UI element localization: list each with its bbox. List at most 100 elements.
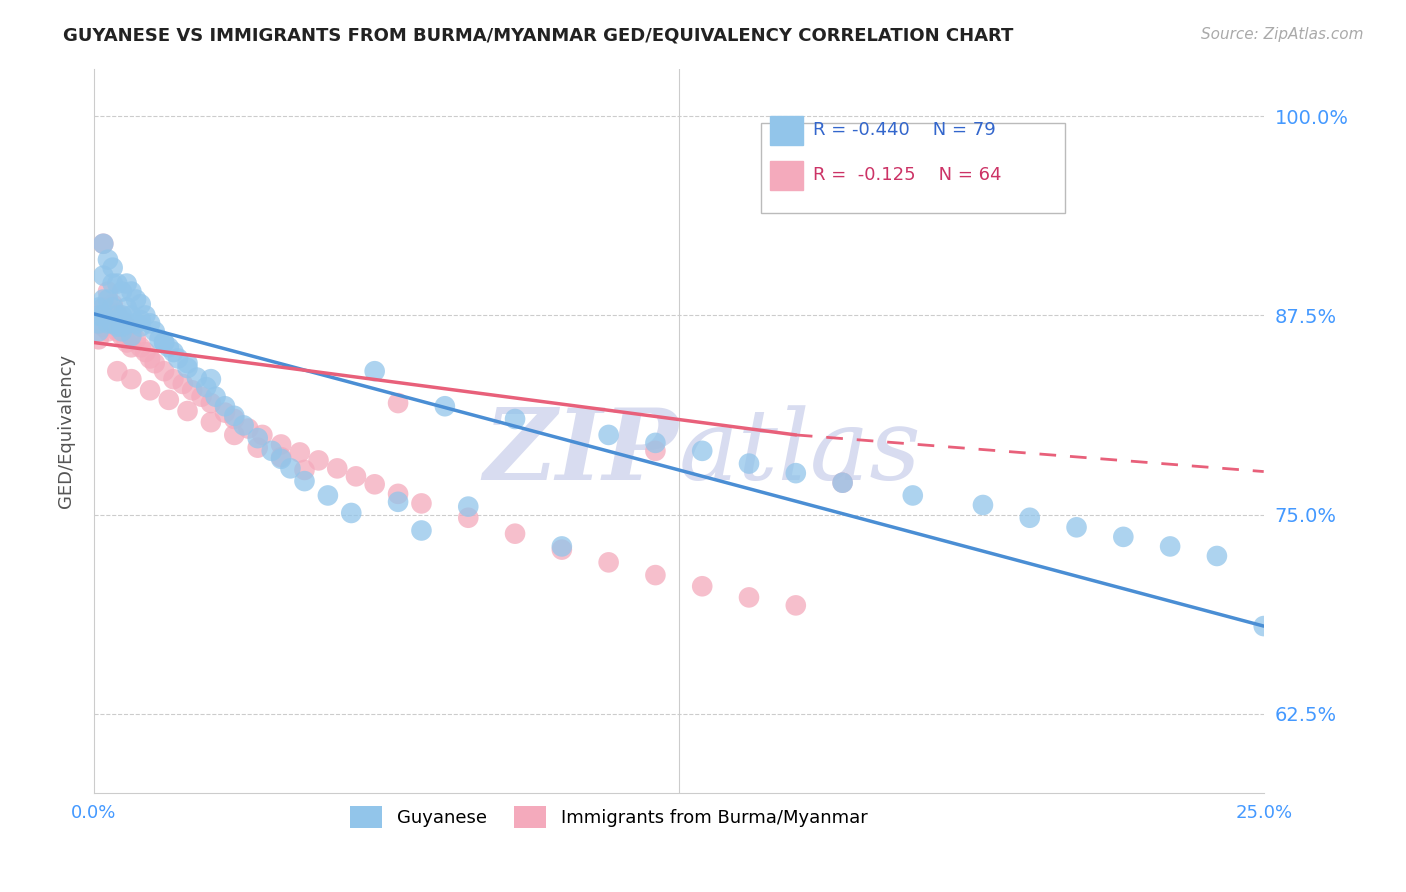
Point	[224, 409, 246, 423]
Point	[115, 335, 138, 350]
Point	[176, 361, 198, 376]
Point	[97, 285, 120, 299]
Point	[224, 428, 246, 442]
Point	[157, 340, 180, 354]
Point	[246, 441, 269, 455]
Point	[260, 443, 283, 458]
Point	[280, 461, 302, 475]
Point	[97, 324, 120, 338]
Point	[162, 345, 184, 359]
Point	[246, 431, 269, 445]
Point	[690, 579, 713, 593]
Point	[111, 329, 134, 343]
Point	[503, 412, 526, 426]
Point	[101, 297, 124, 311]
Point	[503, 526, 526, 541]
Point	[97, 293, 120, 307]
Point	[105, 307, 128, 321]
Point	[316, 488, 339, 502]
Text: GUYANESE VS IMMIGRANTS FROM BURMA/MYANMAR GED/EQUIVALENCY CORRELATION CHART: GUYANESE VS IMMIGRANTS FROM BURMA/MYANMA…	[63, 27, 1014, 45]
Point	[181, 384, 204, 398]
Point	[115, 301, 138, 315]
Point	[139, 317, 162, 331]
Point	[238, 421, 260, 435]
Text: ZIP: ZIP	[484, 404, 679, 501]
Point	[143, 324, 166, 338]
Point	[111, 319, 134, 334]
Point	[172, 376, 194, 391]
Point	[162, 372, 184, 386]
Point	[232, 418, 254, 433]
Point	[105, 309, 128, 323]
Point	[87, 301, 110, 315]
Point	[644, 443, 666, 458]
Point	[326, 461, 349, 475]
Point	[387, 495, 409, 509]
Point	[214, 399, 236, 413]
Point	[363, 364, 385, 378]
Point	[111, 313, 134, 327]
Point	[457, 500, 479, 514]
Point	[153, 364, 176, 378]
Point	[134, 345, 156, 359]
Point	[644, 436, 666, 450]
Point	[551, 542, 574, 557]
Point	[457, 510, 479, 524]
Point	[87, 332, 110, 346]
Point	[129, 297, 152, 311]
Point	[101, 260, 124, 275]
Point	[433, 399, 456, 413]
Point	[91, 301, 114, 315]
Point	[200, 372, 222, 386]
Point	[101, 317, 124, 331]
Point	[551, 540, 574, 554]
Point	[87, 317, 110, 331]
Point	[176, 356, 198, 370]
Text: R =  -0.125    N = 64: R = -0.125 N = 64	[813, 166, 1002, 184]
Point	[157, 392, 180, 407]
Point	[115, 277, 138, 291]
Point	[111, 309, 134, 323]
Point	[1253, 619, 1275, 633]
Point	[270, 451, 292, 466]
Point	[87, 317, 110, 331]
Text: atlas: atlas	[679, 405, 921, 500]
Point	[176, 404, 198, 418]
Point	[270, 450, 292, 465]
Point	[139, 384, 162, 398]
Point	[831, 475, 853, 490]
Point	[101, 277, 124, 291]
Point	[125, 293, 148, 307]
Point	[87, 309, 110, 323]
Point	[129, 319, 152, 334]
Point	[153, 335, 176, 350]
Point	[120, 329, 142, 343]
Point	[186, 370, 208, 384]
Point	[785, 599, 807, 613]
Point	[167, 351, 190, 366]
Point	[195, 380, 218, 394]
Point	[204, 390, 226, 404]
Point	[87, 309, 110, 323]
Point	[105, 324, 128, 338]
Point	[148, 332, 170, 346]
Point	[153, 335, 176, 350]
Text: 0.0%: 0.0%	[72, 805, 117, 822]
Point	[1018, 510, 1040, 524]
Legend: Guyanese, Immigrants from Burma/Myanmar: Guyanese, Immigrants from Burma/Myanmar	[343, 798, 875, 835]
Point	[91, 268, 114, 283]
Point	[411, 524, 433, 538]
Point	[105, 277, 128, 291]
Point	[1112, 530, 1135, 544]
Point	[363, 477, 385, 491]
Point	[288, 445, 311, 459]
Point	[200, 396, 222, 410]
Point	[143, 356, 166, 370]
Point	[91, 236, 114, 251]
Point	[190, 390, 212, 404]
Point	[91, 319, 114, 334]
Point	[294, 463, 316, 477]
Point	[598, 428, 620, 442]
Point	[125, 317, 148, 331]
Point	[87, 324, 110, 338]
